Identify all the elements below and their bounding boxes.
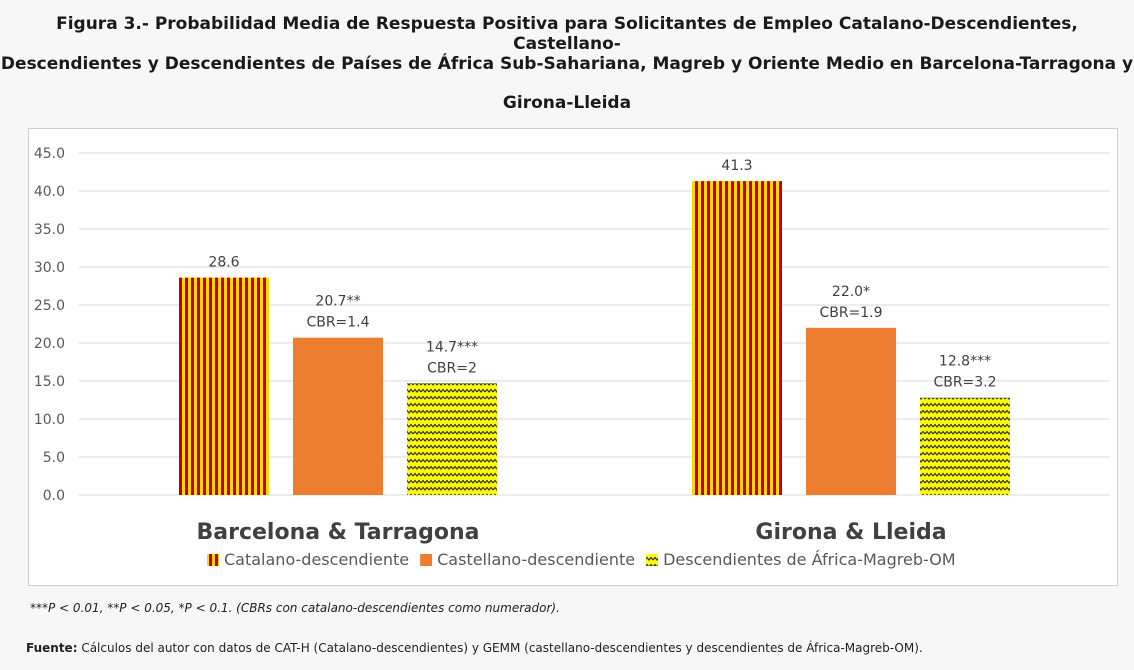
- data-label: 12.8***: [939, 354, 991, 370]
- bar-2-1: [692, 181, 782, 495]
- bar-2-2: [806, 327, 896, 495]
- data-label: CBR=2: [427, 360, 477, 376]
- data-label: CBR=3.2: [933, 375, 996, 391]
- bar-1-3: [407, 383, 497, 495]
- y-tick-label: 5.0: [43, 450, 65, 466]
- data-label: CBR=1.9: [819, 305, 882, 321]
- figure-title-line-3: Girona-Lleida: [502, 93, 632, 113]
- legend-item-3: Descendientes de África-Magreb-OM: [646, 550, 956, 569]
- y-tick-label: 30.0: [34, 260, 65, 276]
- figure-title-line-2: Descendientes y Descendientes de Países …: [0, 54, 1134, 74]
- y-tick-label: 40.0: [34, 184, 65, 200]
- chart-frame: 0.0 5.0 10.0 15.0 20.0 25.0 30.0 35.0 40.0 45.0 2…: [28, 128, 1118, 586]
- data-label: CBR=1.4: [306, 315, 369, 331]
- data-label: 22.0*: [832, 284, 870, 300]
- source-text: Cálculos del autor con datos de CAT-H (C…: [77, 641, 923, 655]
- bar-1-1: [179, 277, 269, 495]
- bar-1-2: [293, 337, 383, 495]
- y-tick-label: 10.0: [34, 412, 65, 428]
- data-label: 14.7***: [426, 339, 478, 355]
- data-label: 41.3: [721, 158, 752, 174]
- data-label: 20.7**: [315, 294, 360, 310]
- y-tick-label: 45.0: [34, 146, 65, 162]
- legend-swatch: [420, 554, 433, 566]
- y-tick-label: 25.0: [34, 298, 65, 314]
- legend-label: Castellano-descendiente: [437, 550, 635, 569]
- legend-item-1: Catalano-descendiente: [207, 550, 409, 569]
- data-label: 28.6: [208, 255, 239, 271]
- category-label: Barcelona & Tarragona: [196, 520, 479, 545]
- category-label: Girona & Lleida: [755, 520, 946, 545]
- y-tick-label: 0.0: [43, 488, 65, 504]
- legend-label: Descendientes de África-Magreb-OM: [663, 550, 956, 569]
- bar-chart: 0.0 5.0 10.0 15.0 20.0 25.0 30.0 35.0 40.0 45.0 2…: [34, 146, 1109, 569]
- figure-title-line-1: Figura 3.- Probabilidad Media de Respues…: [56, 14, 1078, 54]
- y-tick-label: 15.0: [34, 374, 65, 390]
- legend-label: Catalano-descendiente: [224, 550, 409, 569]
- significance-note: ***P < 0.01, **P < 0.05, *P < 0.1. (CBRs…: [30, 601, 560, 615]
- legend-item-2: Castellano-descendiente: [420, 550, 635, 569]
- bar-2-3: [920, 397, 1010, 495]
- legend-swatch: [207, 554, 219, 566]
- source-line: Fuente: Cálculos del autor con datos de …: [26, 641, 923, 655]
- legend-swatch: [646, 554, 659, 566]
- y-tick-label: 20.0: [34, 336, 65, 352]
- y-tick-label: 35.0: [34, 222, 65, 238]
- source-label: Fuente:: [26, 641, 78, 655]
